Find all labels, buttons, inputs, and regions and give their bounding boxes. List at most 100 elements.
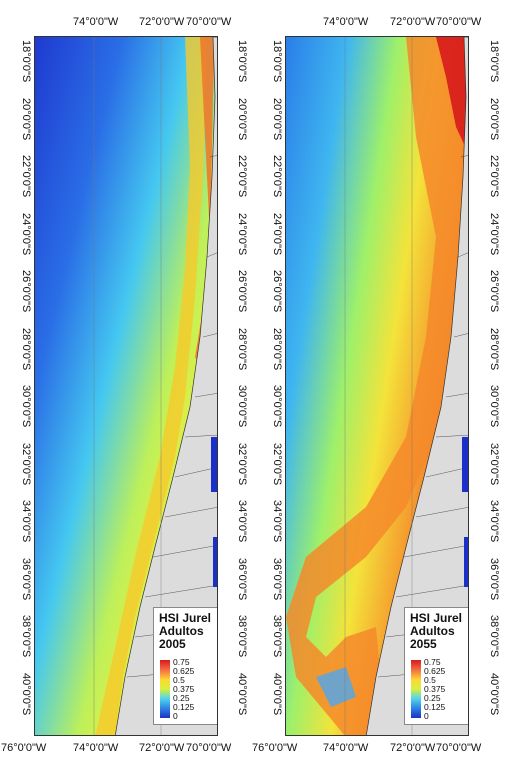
lat-tick: 40°0'0"S: [236, 672, 248, 715]
lat-tick: 30°0'0"S: [236, 385, 248, 428]
lon-tick-top: 74°0'0"W: [323, 16, 369, 28]
legend-tick: 0.5: [424, 675, 436, 685]
lat-tick: 22°0'0"S: [20, 155, 32, 198]
lat-tick: 38°0'0"S: [236, 615, 248, 658]
land-mass: [365, 37, 468, 735]
lon-tick-bottom: 72°0'0"W: [139, 742, 185, 754]
lat-tick: 24°0'0"S: [271, 212, 283, 255]
legend-tick: 0.125: [424, 702, 446, 712]
lat-tick: 30°0'0"S: [488, 385, 500, 428]
lat-tick: 40°0'0"S: [271, 672, 283, 715]
lat-tick: 24°0'0"S: [236, 212, 248, 255]
lat-tick: 22°0'0"S: [488, 155, 500, 198]
legend-tick: 0.75: [424, 657, 441, 667]
lat-tick: 28°0'0"S: [488, 327, 500, 370]
hsi-map-2005: [35, 37, 217, 735]
lat-tick: 28°0'0"S: [20, 327, 32, 370]
legend-tick: 0.625: [424, 666, 446, 676]
lake-1: [211, 437, 217, 492]
lon-tick-top: 74°0'0"W: [73, 16, 119, 28]
lon-tick-bottom: 70°0'0"W: [186, 742, 232, 754]
lat-tick: 38°0'0"S: [20, 615, 32, 658]
lon-tick-bottom: 76°0'0"W: [1, 742, 47, 754]
legend-title-line2: Adultos: [159, 624, 204, 638]
legend-tick: 0.75: [173, 657, 190, 667]
lat-tick: 32°0'0"S: [488, 442, 500, 485]
lat-tick: 36°0'0"S: [20, 557, 32, 600]
lon-tick-bottom: 72°0'0"W: [390, 742, 436, 754]
map-panel-2005: HSI Jurel Adultos 2005 0.75 0.625 0.5 0.…: [34, 36, 218, 736]
lon-tick-top: 72°0'0"W: [139, 16, 185, 28]
lat-tick: 40°0'0"S: [20, 672, 32, 715]
lat-tick: 26°0'0"S: [271, 270, 283, 313]
lon-tick-bottom: 70°0'0"W: [436, 742, 482, 754]
lat-tick: 26°0'0"S: [488, 270, 500, 313]
lat-tick: 30°0'0"S: [20, 385, 32, 428]
lon-tick-top: 70°0'0"W: [186, 16, 232, 28]
lat-tick: 18°0'0"S: [488, 40, 500, 83]
lon-tick-bottom: 76°0'0"W: [252, 742, 298, 754]
legend-tick: 0.125: [173, 702, 195, 712]
low-patch: [316, 667, 356, 707]
lat-tick: 20°0'0"S: [488, 97, 500, 140]
lon-tick-top: 70°0'0"W: [436, 16, 482, 28]
coastal-band: [95, 37, 207, 735]
lat-tick: 18°0'0"S: [20, 40, 32, 83]
lon-tick-bottom: 74°0'0"W: [323, 742, 369, 754]
lat-tick: 34°0'0"S: [271, 500, 283, 543]
coastal-max: [436, 37, 468, 153]
lon-tick-bottom: 74°0'0"W: [73, 742, 119, 754]
lat-tick: 28°0'0"S: [236, 327, 248, 370]
coastal-high-band: [286, 37, 468, 735]
legend-tick: 0.375: [173, 684, 195, 694]
lat-tick: 34°0'0"S: [236, 500, 248, 543]
lat-tick: 26°0'0"S: [236, 270, 248, 313]
lat-tick: 30°0'0"S: [271, 385, 283, 428]
lat-tick: 36°0'0"S: [236, 557, 248, 600]
lat-tick: 36°0'0"S: [488, 557, 500, 600]
lat-tick: 32°0'0"S: [271, 442, 283, 485]
lat-tick: 40°0'0"S: [488, 672, 500, 715]
legend-title-line1: HSI Jurel: [159, 611, 212, 625]
legend-2005: HSI Jurel Adultos 2005 0.75 0.625 0.5 0.…: [153, 607, 217, 725]
lat-tick: 20°0'0"S: [20, 97, 32, 140]
legend-colorbar: [160, 660, 170, 718]
legend-tick: 0.25: [424, 693, 441, 703]
lat-tick: 22°0'0"S: [271, 155, 283, 198]
legend-tick: 0.375: [424, 684, 446, 694]
coastal-high: [195, 37, 215, 367]
lat-tick: 24°0'0"S: [488, 212, 500, 255]
lake-2: [464, 537, 468, 587]
legend-tick: 0.625: [173, 666, 195, 676]
land-mass: [114, 37, 217, 735]
legend-colorbar: [411, 660, 421, 718]
legend-title-line3: 2005: [159, 637, 186, 651]
legend-title-line1: HSI Jurel: [410, 611, 463, 625]
lat-tick: 20°0'0"S: [271, 97, 283, 140]
legend-2055: HSI Jurel Adultos 2055 0.75 0.625 0.5 0.…: [404, 607, 468, 725]
map-panel-2055: HSI Jurel Adultos 2055 0.75 0.625 0.5 0.…: [285, 36, 469, 736]
lat-tick: 24°0'0"S: [20, 212, 32, 255]
lat-tick: 38°0'0"S: [488, 615, 500, 658]
lat-tick: 32°0'0"S: [236, 442, 248, 485]
lat-tick: 20°0'0"S: [236, 97, 248, 140]
lat-tick: 36°0'0"S: [271, 557, 283, 600]
legend-tick: 0.5: [173, 675, 185, 685]
lat-tick: 28°0'0"S: [271, 327, 283, 370]
lat-tick: 32°0'0"S: [20, 442, 32, 485]
lat-tick: 18°0'0"S: [236, 40, 248, 83]
legend-title-line3: 2055: [410, 637, 437, 651]
lat-tick: 34°0'0"S: [488, 500, 500, 543]
legend-tick: 0: [424, 711, 429, 721]
lon-tick-top: 72°0'0"W: [390, 16, 436, 28]
lake-2: [213, 537, 217, 587]
lat-tick: 18°0'0"S: [271, 40, 283, 83]
lat-tick: 34°0'0"S: [20, 500, 32, 543]
lat-tick: 38°0'0"S: [271, 615, 283, 658]
legend-tick: 0: [173, 711, 178, 721]
lat-tick: 22°0'0"S: [236, 155, 248, 198]
legend-title-line2: Adultos: [410, 624, 455, 638]
lake-1: [462, 437, 468, 492]
legend-tick: 0.25: [173, 693, 190, 703]
lat-tick: 26°0'0"S: [20, 270, 32, 313]
